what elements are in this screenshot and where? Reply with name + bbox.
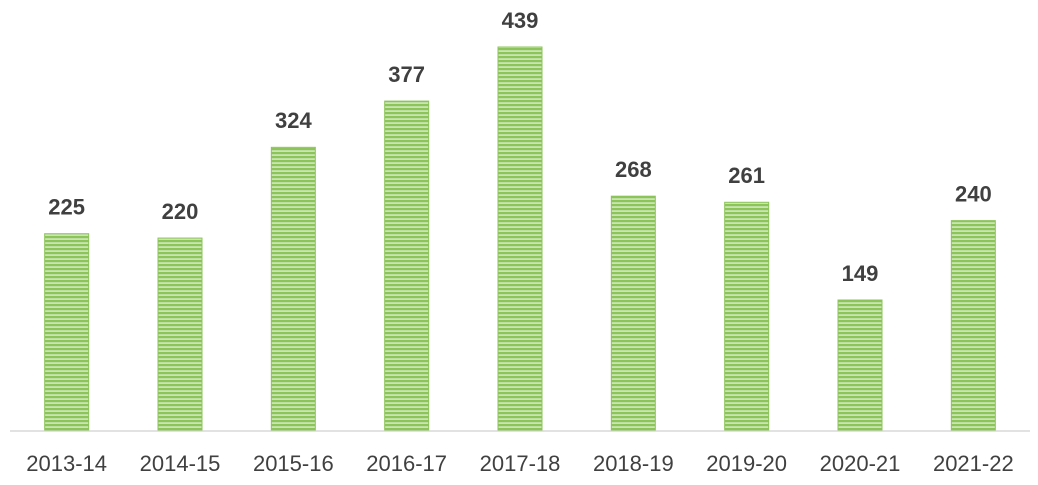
- x-tick-label: 2015-16: [253, 451, 334, 476]
- value-label: 261: [728, 163, 765, 188]
- bar: [724, 201, 770, 431]
- x-tick-label: 2018-19: [593, 451, 674, 476]
- value-label: 268: [615, 157, 652, 182]
- value-label: 225: [48, 195, 85, 220]
- x-tick-label: 2017-18: [480, 451, 561, 476]
- value-label: 220: [162, 199, 199, 224]
- bar: [157, 237, 203, 431]
- value-label: 149: [842, 261, 879, 286]
- x-tick-label: 2014-15: [140, 451, 221, 476]
- bar: [837, 299, 883, 431]
- x-tick-label: 2013-14: [26, 451, 107, 476]
- value-label: 240: [955, 181, 992, 206]
- value-label: 377: [388, 62, 425, 87]
- bar: [950, 220, 996, 431]
- bar: [44, 233, 90, 431]
- value-label: 324: [275, 108, 312, 133]
- bar: [497, 46, 543, 431]
- bar: [384, 100, 430, 431]
- bar: [610, 195, 656, 431]
- x-tick-label: 2016-17: [366, 451, 447, 476]
- bar: [270, 146, 316, 431]
- x-tick-label: 2021-22: [933, 451, 1014, 476]
- value-label: 439: [502, 8, 539, 33]
- x-tick-label: 2019-20: [706, 451, 787, 476]
- x-tick-label: 2020-21: [820, 451, 901, 476]
